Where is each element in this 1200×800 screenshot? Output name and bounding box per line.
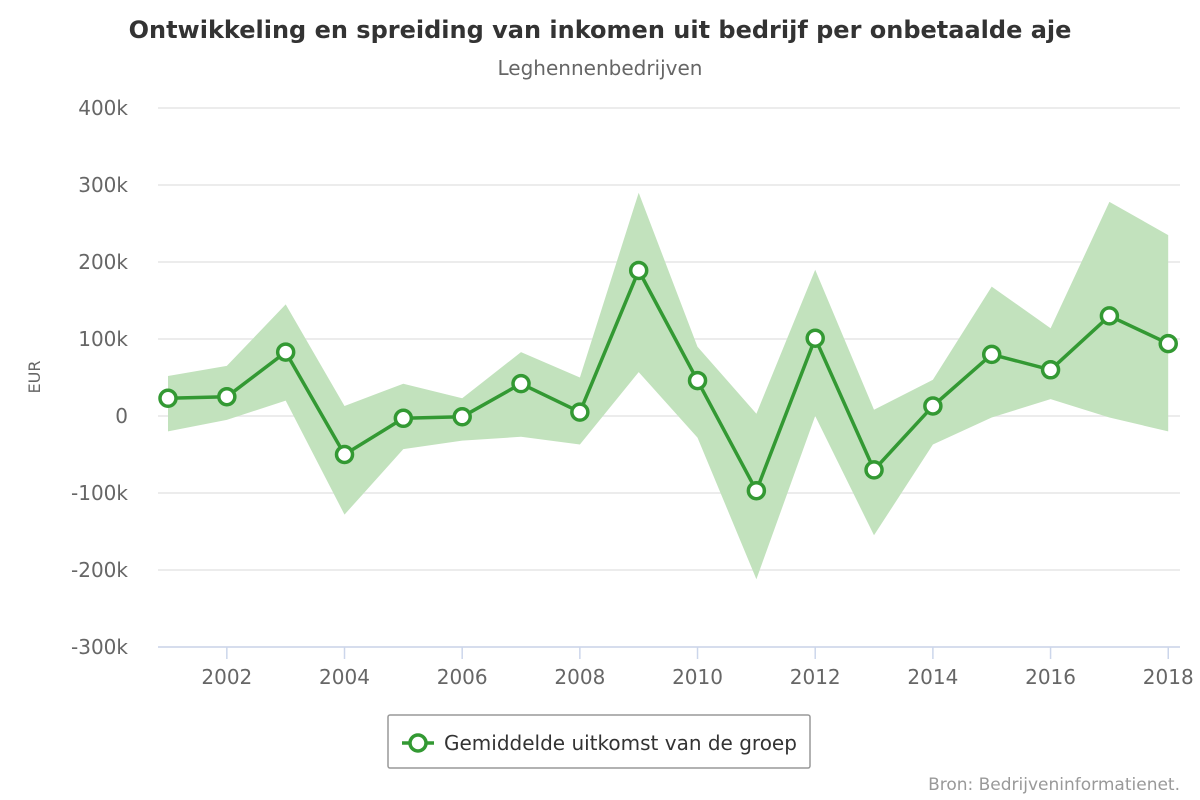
range-band-area bbox=[168, 192, 1169, 580]
y-tick-label: 400k bbox=[78, 96, 128, 120]
legend-box bbox=[387, 714, 811, 769]
data-point[interactable] bbox=[511, 373, 531, 394]
data-point[interactable] bbox=[1158, 333, 1178, 354]
x-axis-tick-labels: 2002 2004 2006 2008 2010 2012 2014 2016 2018 bbox=[201, 665, 1193, 689]
y-tick-label: 0 bbox=[115, 404, 128, 428]
y-axis-title: EUR bbox=[25, 361, 44, 394]
x-tick-label: 2004 bbox=[319, 665, 370, 689]
y-tick-label: -200k bbox=[71, 558, 128, 582]
y-tick-label: 300k bbox=[78, 173, 128, 197]
x-tick-label: 2018 bbox=[1143, 665, 1194, 689]
data-point[interactable] bbox=[275, 342, 296, 362]
x-tick-label: 2012 bbox=[790, 665, 841, 689]
y-tick-label: -100k bbox=[71, 481, 128, 505]
legend-series-marker bbox=[408, 733, 428, 753]
credits-text[interactable]: Bron: Bedrijveninformatienet. bbox=[928, 775, 1180, 795]
legend[interactable]: Gemiddelde uitkomst van de groep bbox=[387, 714, 811, 769]
y-axis-tick-labels: 400k 300k 200k 100k 0 -100k -200k -300k bbox=[71, 96, 128, 659]
data-point[interactable] bbox=[981, 344, 1002, 365]
x-axis bbox=[158, 646, 1180, 659]
y-tick-label: 100k bbox=[78, 327, 128, 351]
chart-title: Ontwikkeling en spreiding van inkomen ui… bbox=[129, 16, 1072, 44]
series-line-average bbox=[167, 268, 1169, 493]
x-tick-label: 2010 bbox=[672, 665, 723, 689]
x-tick-label: 2008 bbox=[554, 665, 605, 689]
legend-item-label[interactable]: Gemiddelde uitkomst van de groep bbox=[444, 731, 797, 755]
series-points bbox=[158, 260, 1178, 501]
x-tick-label: 2014 bbox=[907, 665, 958, 689]
data-point[interactable] bbox=[158, 388, 178, 409]
data-point[interactable] bbox=[746, 480, 767, 501]
data-point[interactable] bbox=[217, 387, 237, 407]
data-point[interactable] bbox=[923, 396, 943, 416]
data-point[interactable] bbox=[864, 460, 884, 480]
x-tick-label: 2002 bbox=[201, 665, 252, 689]
x-tick-label: 2006 bbox=[437, 665, 488, 689]
data-point[interactable] bbox=[1099, 306, 1120, 326]
y-tick-label: -300k bbox=[71, 635, 128, 659]
y-tick-label: 200k bbox=[78, 250, 128, 274]
data-point[interactable] bbox=[1040, 360, 1061, 380]
data-point[interactable] bbox=[687, 370, 708, 391]
data-point[interactable] bbox=[628, 260, 649, 281]
data-point[interactable] bbox=[393, 408, 414, 429]
data-point[interactable] bbox=[805, 328, 825, 348]
data-point[interactable] bbox=[570, 402, 590, 422]
x-tick-label: 2016 bbox=[1025, 665, 1076, 689]
data-point[interactable] bbox=[452, 407, 472, 427]
data-point[interactable] bbox=[334, 444, 355, 465]
chart-subtitle: Leghennenbedrijven bbox=[498, 56, 703, 80]
